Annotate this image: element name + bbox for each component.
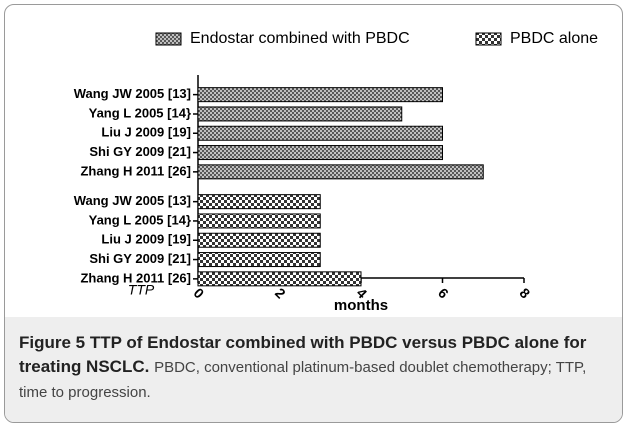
caption-text: PBDC, conventional platinum-based double… xyxy=(19,359,587,401)
caption-title: TTP of Endostar combined with PBDC versu… xyxy=(19,333,587,376)
x-tick-label: 8 xyxy=(517,285,534,302)
figure: 0 2 4 6 8 months TTP Wang JW 2005 [13] Yang L 20… xyxy=(4,4,623,423)
x-tick-label: 2 xyxy=(272,285,289,302)
y-tick-label: Yang L 2005 [14} xyxy=(89,105,191,120)
bar xyxy=(197,145,443,161)
legend-swatch xyxy=(155,32,182,46)
y-tick-label: Zhang H 2011 [26] xyxy=(80,270,191,285)
y-tick-label: Shi GY 2009 [21] xyxy=(89,144,191,159)
y-tick-label: Wang JW 2005 [13] xyxy=(74,86,191,101)
bar xyxy=(197,271,362,287)
bar xyxy=(197,106,403,122)
y-tick-label: Shi GY 2009 [21] xyxy=(89,251,191,266)
bar xyxy=(197,252,321,268)
bar xyxy=(197,194,321,210)
x-tick-label: 6 xyxy=(435,285,452,302)
legend-swatch xyxy=(475,32,502,46)
y-tick-label: Liu J 2009 [19] xyxy=(101,125,191,140)
bar xyxy=(197,164,484,180)
annotation: TTP xyxy=(128,282,155,298)
y-tick-label: Liu J 2009 [19] xyxy=(101,232,191,247)
bar xyxy=(197,87,443,103)
y-tick-label: Zhang H 2011 [26] xyxy=(80,163,191,178)
caption-label: Figure 5 xyxy=(19,333,86,352)
bar xyxy=(197,125,443,141)
legend-label: PBDC alone xyxy=(510,30,598,47)
y-tick-label: Wang JW 2005 [13] xyxy=(74,193,191,208)
x-tick-label: 0 xyxy=(191,285,208,302)
bar xyxy=(197,232,321,248)
legend-label: Endostar combined with PBDC xyxy=(190,30,410,47)
bar xyxy=(197,213,321,229)
caption: Figure 5 TTP of Endostar combined with P… xyxy=(5,317,622,422)
x-axis-label: months xyxy=(334,297,388,314)
y-tick-label: Yang L 2005 [14} xyxy=(89,212,191,227)
